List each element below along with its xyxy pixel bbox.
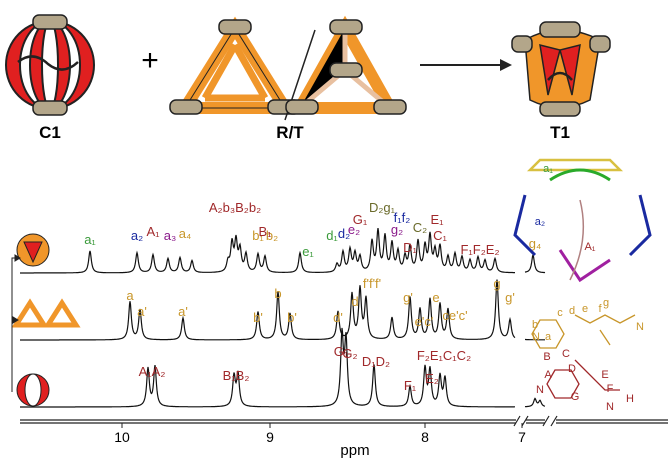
peak-label: ce'c' <box>442 308 467 323</box>
label-c1: C1 <box>39 123 61 142</box>
peak-label: a₄ <box>179 226 192 241</box>
bond <box>574 314 636 346</box>
structure-label: N <box>532 331 540 343</box>
structures <box>513 158 652 399</box>
tick-label: 10 <box>114 429 130 445</box>
peak-label: E₁ <box>430 212 444 227</box>
structure-label: A <box>544 369 552 381</box>
peak-label: e'c' <box>415 314 434 329</box>
peak-label: A₂b₃B₂b₂ <box>209 200 261 215</box>
peak-label: e₂ <box>348 222 360 237</box>
bond <box>549 168 611 182</box>
peak-label: g <box>493 276 500 291</box>
peak-label: G₁ <box>353 212 368 227</box>
structure-label: c <box>557 307 563 319</box>
structure-label: N <box>606 401 614 413</box>
tick-label: 9 <box>266 429 274 445</box>
structure-label: d <box>569 305 575 317</box>
peak-label: D₁D₂ <box>362 354 390 369</box>
peak-label: B₁ <box>258 224 272 239</box>
peak-label: e <box>432 290 439 305</box>
peak-label: D₂g₁ <box>369 200 396 215</box>
structure-label: E <box>601 369 608 381</box>
peak-label: g' <box>403 290 413 305</box>
peak-label: e₁ <box>302 244 314 259</box>
structure-label: H <box>626 393 634 405</box>
bond <box>558 249 611 283</box>
peak-label: b <box>274 286 281 301</box>
t1-cage <box>511 21 611 117</box>
peak-label: d₁ <box>326 228 338 243</box>
side-icons <box>11 233 81 407</box>
structure-label: N <box>636 321 644 333</box>
structure-label: b <box>532 319 538 331</box>
peak-label: G₂ <box>342 346 357 361</box>
peak-label: g₂ <box>391 222 403 237</box>
peak-label: b' <box>253 310 263 325</box>
spectrum-trace <box>20 228 546 274</box>
peak-label: D₁ <box>403 240 417 255</box>
structure-label: a₁ <box>543 163 553 175</box>
axis-label: ppm <box>340 442 369 459</box>
bond <box>531 319 565 349</box>
peak-label: a' <box>178 304 188 319</box>
tick-label: 8 <box>421 429 429 445</box>
bond <box>546 359 620 399</box>
peak-label: g₄ <box>529 236 542 251</box>
peak-label: d₂ <box>338 226 350 241</box>
structure-label: C <box>562 348 570 360</box>
structure-label: a₂ <box>535 216 545 228</box>
arrow <box>420 59 512 71</box>
peak-label: F₁ <box>404 378 417 393</box>
bond <box>628 194 652 257</box>
peak-label: C₂ <box>413 220 427 235</box>
peak-label: b' <box>287 310 297 325</box>
peak-label: F₂E₁C₁C₂ <box>417 348 471 363</box>
structure-label: g <box>603 297 609 309</box>
peak-label: a₁ <box>84 232 96 247</box>
peak-label: a <box>126 288 134 303</box>
structure-label: N <box>536 384 544 396</box>
structure-label: B <box>543 351 550 363</box>
structure-label: e <box>582 303 588 315</box>
structure-label: F <box>607 383 614 395</box>
peak-label: E₂ <box>425 371 439 386</box>
structure-label: a <box>545 331 552 343</box>
c1-cage <box>5 14 95 116</box>
spectrum-trace <box>20 327 546 408</box>
peak-label: a' <box>137 304 147 319</box>
structure-label: f <box>598 303 602 315</box>
structure-label: G <box>571 391 580 403</box>
peak-label: d <box>351 294 358 309</box>
rt-cages <box>169 15 407 121</box>
peak-label: b₁ <box>252 228 264 243</box>
peak-label: G₁ <box>334 344 349 359</box>
x-axis <box>20 415 668 427</box>
peak-label: C₁ <box>433 228 447 243</box>
peak-label: A₁ <box>146 224 160 239</box>
peak-label: f₁f₂ <box>394 210 411 225</box>
label-rt: R/T <box>276 123 304 142</box>
peak-label: g' <box>505 290 515 305</box>
bond <box>513 194 537 257</box>
peak-label: d' <box>333 310 343 325</box>
peak-label: a₂ <box>131 228 143 243</box>
structure-label: A₁ <box>584 241 595 253</box>
peak-label: b₂ <box>266 228 278 243</box>
bond <box>569 199 585 281</box>
bond <box>526 158 624 172</box>
peak-label: B₁B₂ <box>223 368 250 383</box>
structure-label: D <box>568 363 576 375</box>
tick-label: 7 <box>518 429 526 445</box>
peak-label: a₃ <box>164 228 177 243</box>
peak-label: f'f'f' <box>363 276 381 291</box>
label-t1: T1 <box>550 123 570 142</box>
plus: + <box>141 44 159 77</box>
peak-label: A₁A₂ <box>139 364 166 379</box>
peak-label: F₁F₂E₂ <box>460 242 499 257</box>
